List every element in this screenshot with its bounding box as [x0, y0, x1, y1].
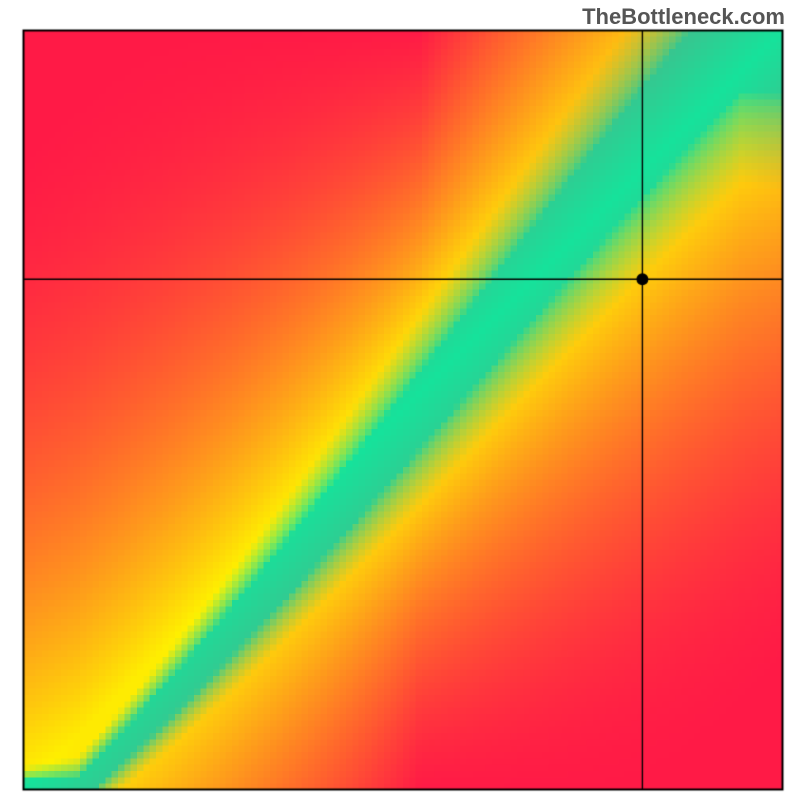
- crosshair-overlay: [0, 0, 800, 800]
- chart-container: TheBottleneck.com: [0, 0, 800, 800]
- watermark-text: TheBottleneck.com: [582, 4, 785, 30]
